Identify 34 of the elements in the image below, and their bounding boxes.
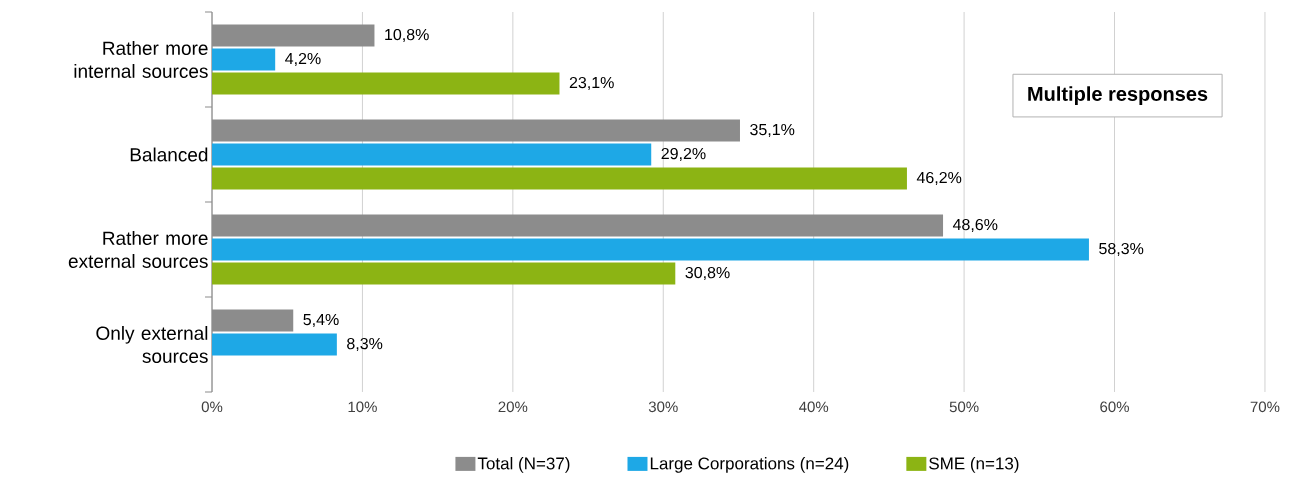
bar bbox=[212, 167, 907, 190]
x-tick-label: 20% bbox=[498, 401, 528, 413]
bar bbox=[212, 238, 1089, 261]
legend-label: SME (n=13) bbox=[929, 457, 1019, 473]
y-tick-label: Rather more external sources bbox=[68, 231, 208, 268]
annotation: Multiple responses bbox=[1028, 86, 1208, 105]
bar bbox=[212, 72, 560, 95]
data-label: 23,1% bbox=[569, 76, 614, 91]
data-label: 58,3% bbox=[1099, 242, 1144, 257]
x-tick-label: 70% bbox=[1250, 401, 1280, 413]
data-label: 29,2% bbox=[661, 147, 706, 162]
data-label: 30,8% bbox=[685, 266, 730, 281]
bar bbox=[212, 262, 676, 285]
x-tick-label: 10% bbox=[348, 401, 377, 413]
legend-label: Total (N=37) bbox=[477, 457, 570, 473]
legend-label: Large Corporations (n=24) bbox=[650, 457, 849, 473]
data-label: 48,6% bbox=[952, 218, 998, 233]
x-tick-label: 50% bbox=[949, 401, 979, 413]
bar bbox=[212, 333, 337, 356]
bar bbox=[212, 48, 276, 71]
data-label: 5,4% bbox=[303, 313, 339, 328]
y-tick-label: Only external sources bbox=[96, 326, 208, 363]
y-tick-label: Rather more internal sources bbox=[74, 41, 208, 78]
x-tick-label: 40% bbox=[799, 401, 829, 413]
x-tick-label: 30% bbox=[648, 401, 678, 413]
x-tick-label: 60% bbox=[1100, 401, 1129, 413]
data-label: 35,1% bbox=[750, 123, 795, 138]
y-tick-label: Balanced bbox=[130, 147, 208, 162]
x-tick-label: 0% bbox=[201, 401, 223, 413]
data-label: 8,3% bbox=[347, 337, 383, 352]
data-label: 10,8% bbox=[385, 28, 429, 43]
bar bbox=[212, 143, 652, 166]
data-label: 4,2% bbox=[285, 52, 321, 67]
data-label: 46,2% bbox=[916, 171, 962, 186]
